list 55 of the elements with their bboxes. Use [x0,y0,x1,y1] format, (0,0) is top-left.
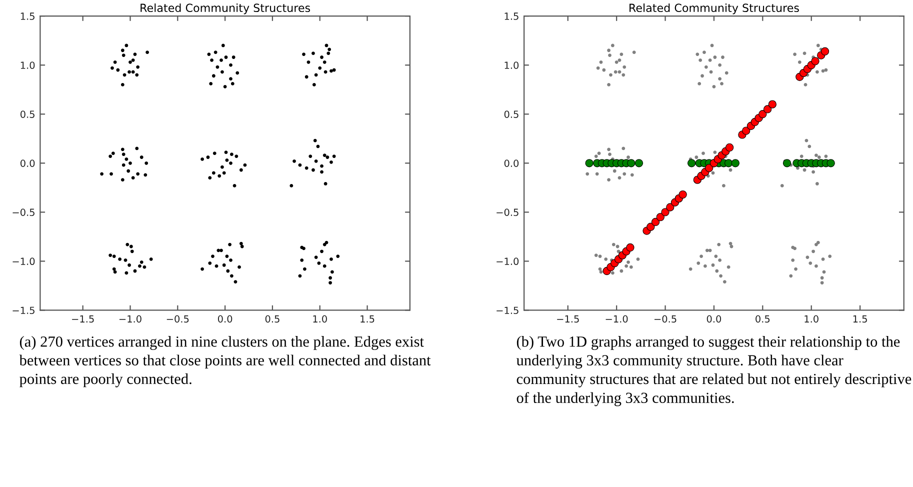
y-tick-label: 0.0 [20,160,35,167]
x-tick-label: 1.0 [804,315,818,323]
x-tick-label: 0.5 [756,315,770,323]
x-tick-label: 0.5 [265,315,280,323]
x-tick-label: −0.5 [166,315,189,323]
y-tick-label: 1.0 [20,62,35,69]
x-tick-label: −1.0 [119,315,142,323]
x-tick-label: 1.5 [360,315,374,323]
point [656,212,664,222]
y-tick-label: −0.5 [12,208,34,216]
point [661,208,670,216]
x-tick-label: 0.0 [706,315,722,323]
point [651,218,660,226]
y-tick-label: −1.0 [12,258,35,266]
x-tick-label: −1.5 [72,315,94,323]
y-tick-label: 1.5 [20,12,34,20]
point [687,159,696,168]
y-tick-label: 1.5 [504,12,518,20]
y-tick-label: 0.5 [20,110,34,118]
y-tick-label: −1.5 [12,306,34,314]
y-tick-label: 0.5 [504,110,518,118]
point [634,159,644,168]
y-tick-label: 0.0 [504,160,519,167]
point [678,190,687,199]
x-tick-label: 0.0 [218,315,232,323]
point [626,243,634,252]
y-tick-label: 1.0 [504,62,519,69]
point [763,105,772,114]
x-tick-label: 1.5 [853,315,867,323]
point [666,203,674,212]
point [731,159,740,168]
point [725,143,734,152]
text: (b) Two 1D graphs arranged to suggest their relationship to the underlying 3x3 community structure. Both have clear community structures that are related but not entirely descriptive of the underlying 3x3 communities. [516,336,912,406]
chart-title: Related Community Structures [630,3,799,14]
point [820,47,830,56]
point [768,100,776,108]
point [705,164,714,172]
x-tick-label: −1.0 [606,315,628,323]
point [724,159,733,168]
y-tick-label: −1.0 [496,258,519,266]
x-tick-label: −1.5 [557,315,579,323]
x-tick-label: 1.0 [313,315,327,323]
point [742,126,750,135]
point [758,110,767,118]
point [826,159,835,168]
x-tick-label: −0.5 [654,315,676,323]
chart-title: Related Community Structures [140,3,310,14]
text: (a) 270 vertices arranged in nine clusters on the plane. Edges exist between vertices so that close points are well connected and distant points are poorly connected. [19,336,431,388]
point [627,159,636,168]
y-tick-label: −0.5 [496,208,518,216]
point [646,222,655,231]
point [585,159,594,168]
y-tick-label: −1.5 [496,306,518,314]
point [782,159,792,168]
point [811,57,820,66]
